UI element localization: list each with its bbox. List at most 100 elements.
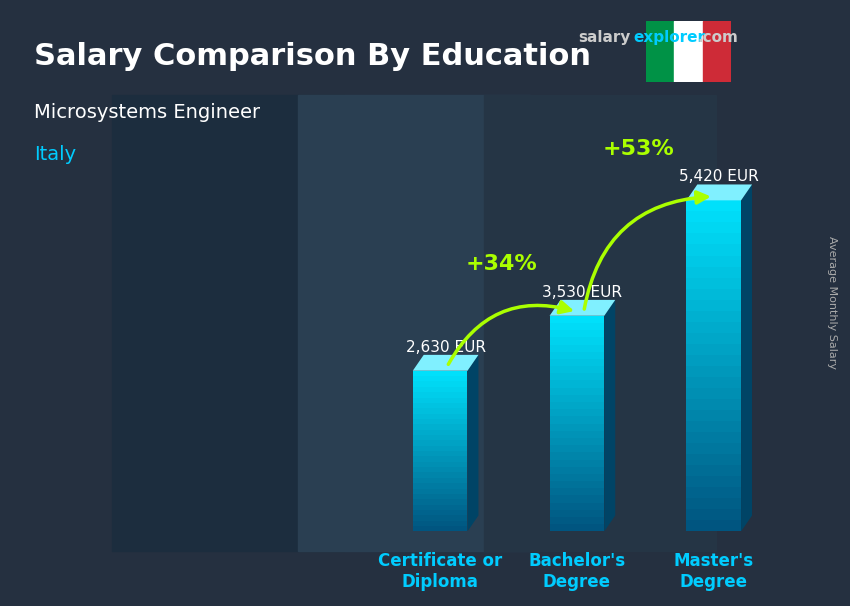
Polygon shape xyxy=(550,510,604,517)
Polygon shape xyxy=(413,381,468,387)
Polygon shape xyxy=(687,443,741,454)
Polygon shape xyxy=(468,355,479,531)
Bar xyxy=(646,21,674,82)
Polygon shape xyxy=(413,387,468,392)
Polygon shape xyxy=(687,388,741,399)
Polygon shape xyxy=(687,278,741,288)
Text: 2,630 EUR: 2,630 EUR xyxy=(405,340,485,355)
Text: +34%: +34% xyxy=(466,254,537,274)
Polygon shape xyxy=(413,413,468,419)
Polygon shape xyxy=(550,359,604,366)
Polygon shape xyxy=(550,409,604,416)
Polygon shape xyxy=(550,395,604,402)
Polygon shape xyxy=(413,355,479,371)
Polygon shape xyxy=(550,481,604,488)
Polygon shape xyxy=(687,521,741,531)
Polygon shape xyxy=(413,430,468,435)
Bar xyxy=(484,95,717,551)
Polygon shape xyxy=(550,366,604,373)
Text: +53%: +53% xyxy=(603,139,674,159)
Polygon shape xyxy=(687,311,741,322)
Polygon shape xyxy=(413,505,468,510)
Text: salary: salary xyxy=(578,30,631,45)
Polygon shape xyxy=(413,473,468,478)
Polygon shape xyxy=(687,410,741,421)
Polygon shape xyxy=(687,222,741,233)
Polygon shape xyxy=(687,233,741,244)
Polygon shape xyxy=(550,488,604,496)
Bar xyxy=(674,21,703,82)
Polygon shape xyxy=(550,373,604,381)
Polygon shape xyxy=(550,452,604,459)
Polygon shape xyxy=(413,494,468,499)
Polygon shape xyxy=(687,454,741,465)
Polygon shape xyxy=(687,184,752,201)
Text: explorer: explorer xyxy=(633,30,706,45)
Polygon shape xyxy=(550,474,604,481)
Polygon shape xyxy=(687,299,741,311)
Polygon shape xyxy=(687,366,741,377)
Bar xyxy=(112,95,344,551)
Polygon shape xyxy=(687,344,741,355)
Polygon shape xyxy=(687,476,741,487)
Polygon shape xyxy=(687,244,741,256)
Polygon shape xyxy=(413,478,468,483)
Polygon shape xyxy=(550,524,604,531)
Bar xyxy=(298,95,530,551)
Polygon shape xyxy=(550,445,604,452)
Polygon shape xyxy=(550,388,604,395)
Polygon shape xyxy=(550,496,604,502)
Text: Average Monthly Salary: Average Monthly Salary xyxy=(827,236,837,370)
Polygon shape xyxy=(550,323,604,330)
Polygon shape xyxy=(550,459,604,467)
Polygon shape xyxy=(413,398,468,403)
Polygon shape xyxy=(687,377,741,388)
Text: Salary Comparison By Education: Salary Comparison By Education xyxy=(34,42,591,72)
Polygon shape xyxy=(741,184,752,531)
Polygon shape xyxy=(604,300,615,531)
Polygon shape xyxy=(687,421,741,432)
Polygon shape xyxy=(550,338,604,345)
Polygon shape xyxy=(413,467,468,473)
Polygon shape xyxy=(687,509,741,521)
Polygon shape xyxy=(687,288,741,299)
Polygon shape xyxy=(687,267,741,278)
Polygon shape xyxy=(413,403,468,408)
Polygon shape xyxy=(413,483,468,488)
Polygon shape xyxy=(413,499,468,505)
Text: Italy: Italy xyxy=(34,145,76,164)
Polygon shape xyxy=(413,435,468,441)
Polygon shape xyxy=(550,330,604,338)
Polygon shape xyxy=(413,419,468,424)
Polygon shape xyxy=(550,416,604,424)
Polygon shape xyxy=(413,392,468,398)
Polygon shape xyxy=(550,381,604,388)
Polygon shape xyxy=(413,451,468,456)
Polygon shape xyxy=(687,432,741,443)
Polygon shape xyxy=(687,322,741,333)
Polygon shape xyxy=(413,526,468,531)
Polygon shape xyxy=(687,333,741,344)
Polygon shape xyxy=(413,376,468,381)
Polygon shape xyxy=(413,515,468,521)
Text: Microsystems Engineer: Microsystems Engineer xyxy=(34,103,260,122)
Polygon shape xyxy=(413,462,468,467)
Polygon shape xyxy=(413,456,468,462)
Polygon shape xyxy=(687,355,741,366)
Polygon shape xyxy=(413,408,468,413)
Polygon shape xyxy=(550,316,604,323)
Polygon shape xyxy=(550,345,604,351)
Polygon shape xyxy=(687,487,741,498)
Polygon shape xyxy=(550,402,604,409)
Polygon shape xyxy=(413,445,468,451)
Text: 5,420 EUR: 5,420 EUR xyxy=(679,170,759,184)
Polygon shape xyxy=(550,438,604,445)
Polygon shape xyxy=(550,351,604,359)
Polygon shape xyxy=(550,517,604,524)
Polygon shape xyxy=(413,371,468,376)
Polygon shape xyxy=(550,502,604,510)
Polygon shape xyxy=(550,300,615,316)
Polygon shape xyxy=(413,521,468,526)
Polygon shape xyxy=(550,467,604,474)
Polygon shape xyxy=(413,424,468,430)
